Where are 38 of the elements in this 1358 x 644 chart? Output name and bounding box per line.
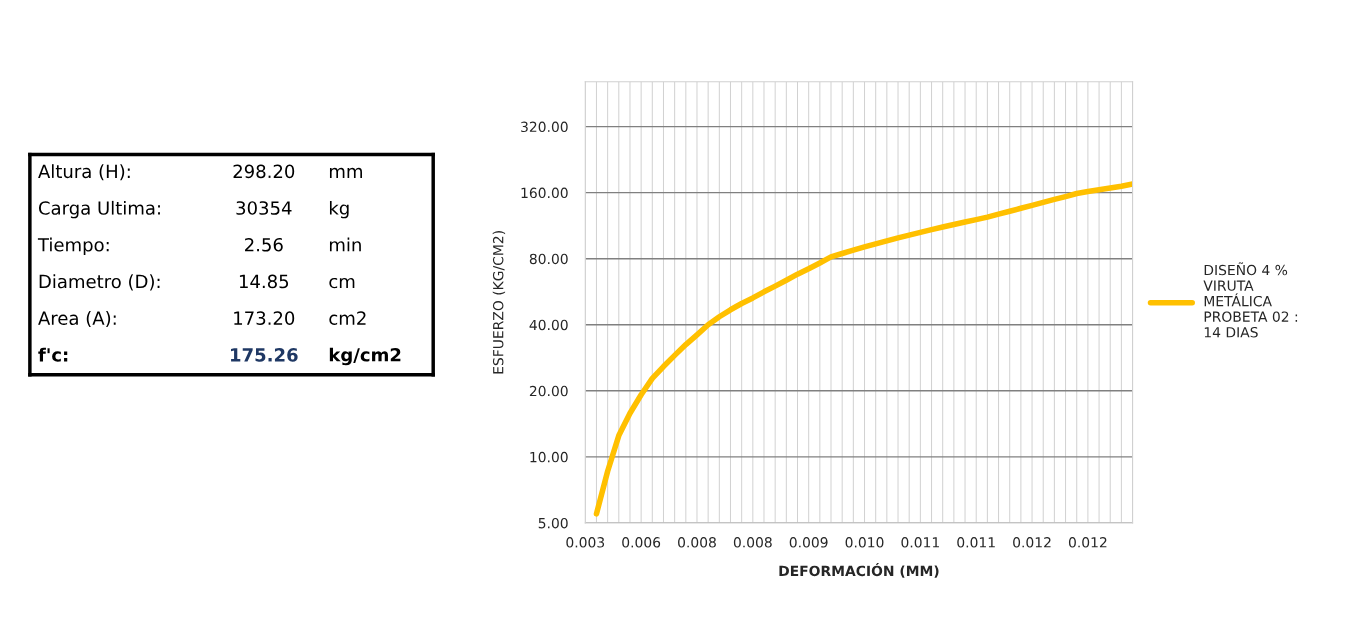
text: Tiempo: xyxy=(37,237,109,256)
x-tick-label: 0.010 xyxy=(845,537,884,548)
text: 30354 xyxy=(236,201,292,215)
y-tick-label: 320.00 xyxy=(521,121,568,133)
y-axis-title: ESFUERZO (KG/CM2) xyxy=(492,231,506,374)
y-tick-label: 80.00 xyxy=(529,253,568,265)
x-tick-label: 0.012 xyxy=(1013,537,1051,548)
text: Diametro (D): xyxy=(39,274,160,291)
text: kg/cm2 xyxy=(329,347,401,366)
text: 175.26 xyxy=(231,348,298,362)
text: 173.20 xyxy=(234,311,295,325)
text: 298.20 xyxy=(233,164,295,179)
text: kg xyxy=(329,200,349,219)
text: Area (A): xyxy=(38,311,116,328)
y-tick-label: 40.00 xyxy=(529,319,568,331)
text: cm2 xyxy=(329,311,366,325)
y-tick-label: 20.00 xyxy=(529,385,568,397)
text: 2.56 xyxy=(245,237,283,252)
text: mm xyxy=(329,167,362,178)
text: 14.85 xyxy=(239,274,289,289)
x-tick-label: 0.006 xyxy=(622,537,661,548)
y-tick-label: 10.00 xyxy=(530,451,568,463)
legend-label: DISEÑO 4 % VIRUTA METÁLICA PROBETA 02 : 14 DIAS xyxy=(1203,262,1298,338)
text: Altura (H): xyxy=(38,164,130,181)
y-tick-label: 160.00 xyxy=(521,187,568,199)
text: f'c: xyxy=(38,347,68,362)
x-tick-label: 0.009 xyxy=(789,537,828,548)
text: min xyxy=(329,237,361,252)
x-tick-label: 0.003 xyxy=(566,537,605,548)
x-tick-label: 0.012 xyxy=(1068,537,1107,548)
text: cm xyxy=(329,277,355,289)
y-tick-label: 5.00 xyxy=(538,517,568,529)
text: Carga Ultima: xyxy=(38,200,160,219)
x-tick-label: 0.008 xyxy=(678,537,716,548)
x-tick-label: 0.008 xyxy=(733,537,772,548)
x-axis-title: DEFORMACIÓN (MM) xyxy=(779,563,939,578)
x-tick-label: 0.011 xyxy=(957,537,995,548)
x-tick-label: 0.011 xyxy=(901,537,939,548)
